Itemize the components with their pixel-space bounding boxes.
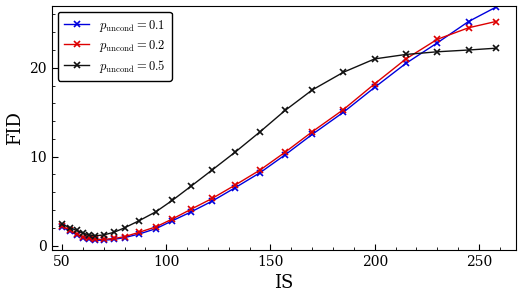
$p_\mathrm{uncond} = 0.5$	[403, 53, 409, 56]
$p_\mathrm{uncond} = 0.5$	[372, 57, 378, 61]
$p_\mathrm{uncond} = 0.2$	[372, 82, 378, 86]
$p_\mathrm{uncond} = 0.5$	[492, 46, 499, 50]
$p_\mathrm{uncond} = 0.2$	[466, 26, 472, 30]
$p_\mathrm{uncond} = 0.2$	[86, 237, 92, 240]
$p_\mathrm{uncond} = 0.5$	[257, 130, 263, 134]
$p_\mathrm{uncond} = 0.5$	[188, 184, 194, 188]
$p_\mathrm{uncond} = 0.5$	[434, 50, 441, 54]
$p_\mathrm{uncond} = 0.2$	[232, 183, 238, 187]
$p_\mathrm{uncond} = 0.2$	[80, 235, 86, 238]
$p_\mathrm{uncond} = 0.5$	[340, 70, 347, 74]
$p_\mathrm{uncond} = 0.2$	[282, 150, 288, 154]
Line: $p_\mathrm{uncond} = 0.1$: $p_\mathrm{uncond} = 0.1$	[59, 4, 499, 243]
Line: $p_\mathrm{uncond} = 0.2$: $p_\mathrm{uncond} = 0.2$	[59, 19, 499, 242]
$p_\mathrm{uncond} = 0.1$	[372, 86, 378, 89]
$p_\mathrm{uncond} = 0.2$	[136, 230, 143, 234]
$p_\mathrm{uncond} = 0.2$	[74, 232, 80, 236]
X-axis label: IS: IS	[275, 274, 294, 292]
$p_\mathrm{uncond} = 0.5$	[59, 223, 65, 226]
$p_\mathrm{uncond} = 0.1$	[111, 238, 117, 241]
$p_\mathrm{uncond} = 0.1$	[67, 229, 74, 233]
$p_\mathrm{uncond} = 0.5$	[92, 234, 99, 238]
Line: $p_\mathrm{uncond} = 0.5$: $p_\mathrm{uncond} = 0.5$	[59, 46, 499, 239]
$p_\mathrm{uncond} = 0.2$	[309, 130, 315, 134]
$p_\mathrm{uncond} = 0.1$	[340, 111, 347, 114]
$p_\mathrm{uncond} = 0.5$	[209, 168, 215, 172]
$p_\mathrm{uncond} = 0.5$	[309, 88, 315, 92]
Y-axis label: FID: FID	[6, 111, 23, 145]
$p_\mathrm{uncond} = 0.1$	[492, 6, 499, 9]
$p_\mathrm{uncond} = 0.1$	[309, 133, 315, 136]
$p_\mathrm{uncond} = 0.1$	[232, 186, 238, 190]
$p_\mathrm{uncond} = 0.2$	[492, 20, 499, 23]
$p_\mathrm{uncond} = 0.5$	[169, 198, 175, 202]
$p_\mathrm{uncond} = 0.1$	[169, 219, 175, 223]
$p_\mathrm{uncond} = 0.1$	[466, 20, 472, 23]
$p_\mathrm{uncond} = 0.1$	[434, 41, 441, 45]
$p_\mathrm{uncond} = 0.1$	[92, 238, 99, 242]
$p_\mathrm{uncond} = 0.2$	[209, 197, 215, 200]
$p_\mathrm{uncond} = 0.1$	[257, 171, 263, 174]
$p_\mathrm{uncond} = 0.1$	[101, 238, 107, 242]
$p_\mathrm{uncond} = 0.2$	[101, 238, 107, 241]
$p_\mathrm{uncond} = 0.5$	[101, 233, 107, 237]
$p_\mathrm{uncond} = 0.2$	[111, 237, 117, 240]
$p_\mathrm{uncond} = 0.1$	[74, 233, 80, 237]
$p_\mathrm{uncond} = 0.1$	[136, 232, 143, 236]
$p_\mathrm{uncond} = 0.1$	[80, 236, 86, 239]
$p_\mathrm{uncond} = 0.2$	[188, 207, 194, 211]
$p_\mathrm{uncond} = 0.2$	[403, 57, 409, 61]
$p_\mathrm{uncond} = 0.1$	[122, 236, 128, 239]
$p_\mathrm{uncond} = 0.1$	[403, 62, 409, 65]
$p_\mathrm{uncond} = 0.5$	[232, 150, 238, 154]
$p_\mathrm{uncond} = 0.5$	[67, 226, 74, 229]
$p_\mathrm{uncond} = 0.5$	[122, 226, 128, 229]
$p_\mathrm{uncond} = 0.2$	[169, 217, 175, 221]
$p_\mathrm{uncond} = 0.5$	[80, 231, 86, 235]
$p_\mathrm{uncond} = 0.1$	[153, 227, 159, 230]
$p_\mathrm{uncond} = 0.2$	[340, 108, 347, 111]
$p_\mathrm{uncond} = 0.5$	[153, 210, 159, 214]
$p_\mathrm{uncond} = 0.5$	[111, 230, 117, 234]
$p_\mathrm{uncond} = 0.5$	[86, 233, 92, 237]
$p_\mathrm{uncond} = 0.2$	[92, 238, 99, 241]
$p_\mathrm{uncond} = 0.2$	[434, 38, 441, 41]
$p_\mathrm{uncond} = 0.2$	[153, 225, 159, 229]
$p_\mathrm{uncond} = 0.1$	[59, 225, 65, 229]
$p_\mathrm{uncond} = 0.5$	[466, 48, 472, 52]
$p_\mathrm{uncond} = 0.5$	[74, 229, 80, 232]
$p_\mathrm{uncond} = 0.1$	[86, 238, 92, 241]
$p_\mathrm{uncond} = 0.2$	[67, 229, 74, 232]
$p_\mathrm{uncond} = 0.1$	[209, 199, 215, 203]
$p_\mathrm{uncond} = 0.2$	[59, 224, 65, 228]
$p_\mathrm{uncond} = 0.5$	[282, 109, 288, 112]
$p_\mathrm{uncond} = 0.2$	[122, 235, 128, 238]
Legend: $p_\mathrm{uncond} = 0.1$, $p_\mathrm{uncond} = 0.2$, $p_\mathrm{uncond} = 0.5$: $p_\mathrm{uncond} = 0.1$, $p_\mathrm{un…	[58, 12, 172, 81]
$p_\mathrm{uncond} = 0.5$	[136, 219, 143, 223]
$p_\mathrm{uncond} = 0.2$	[257, 168, 263, 172]
$p_\mathrm{uncond} = 0.1$	[188, 210, 194, 214]
$p_\mathrm{uncond} = 0.1$	[282, 153, 288, 157]
